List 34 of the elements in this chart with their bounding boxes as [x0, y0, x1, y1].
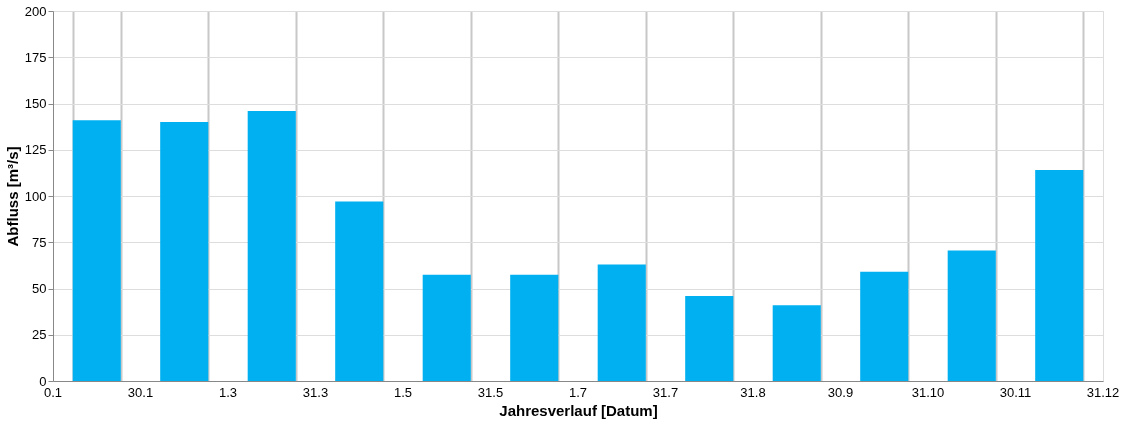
y-tick-label: 25 [32, 327, 47, 343]
text: 31.8 [740, 385, 766, 400]
y-axis-title: Abfluss [m³/s] [3, 146, 21, 247]
bar [860, 271, 909, 381]
bar [1035, 170, 1084, 381]
text: 1.7 [568, 385, 588, 400]
y-tick-label: 75 [32, 234, 47, 250]
y-tick-label: 125 [24, 142, 47, 158]
bar [422, 274, 471, 381]
y-tick-label: 100 [24, 188, 47, 204]
bar [597, 264, 646, 381]
text: 30.11 [999, 385, 1032, 400]
text: 1.5 [393, 385, 413, 400]
bar [72, 120, 121, 381]
bar [947, 250, 996, 381]
y-tick-label: 50 [32, 281, 47, 296]
y-tick-label: 175 [24, 49, 47, 65]
text: 30.1 [127, 385, 154, 400]
text: 31.12 [1086, 385, 1120, 400]
bar [685, 295, 734, 381]
text: 31.3 [302, 385, 329, 400]
text: 31.7 [652, 385, 679, 400]
bar [247, 110, 296, 381]
bar [335, 201, 384, 381]
bar [160, 122, 209, 381]
bar [772, 305, 821, 381]
text: 31.10 [911, 385, 945, 400]
bar [510, 274, 559, 381]
text: 30.9 [827, 385, 854, 400]
text: 1.3 [218, 385, 238, 400]
y-tick-label: 200 [24, 3, 47, 19]
x-axis-title: Jahresverlauf [Datum] [499, 401, 658, 419]
text: 31.5 [477, 385, 504, 400]
y-tick-label: 150 [24, 96, 47, 111]
